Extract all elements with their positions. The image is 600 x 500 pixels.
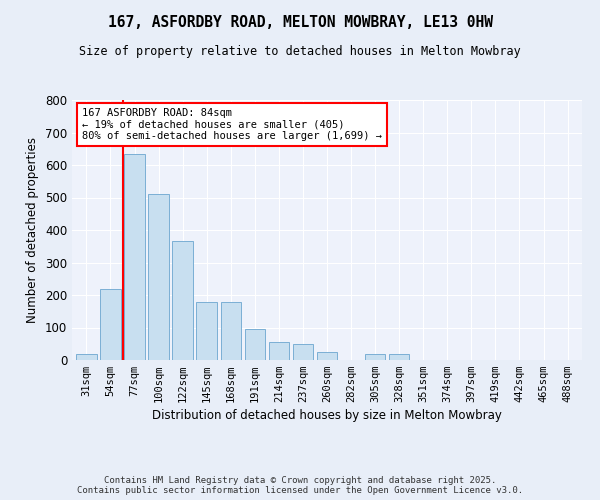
- Bar: [76, 354, 97, 360]
- Text: Size of property relative to detached houses in Melton Mowbray: Size of property relative to detached ho…: [79, 45, 521, 58]
- Text: Contains HM Land Registry data © Crown copyright and database right 2025.
Contai: Contains HM Land Registry data © Crown c…: [77, 476, 523, 495]
- Bar: [172, 242, 193, 360]
- Text: 167, ASFORDBY ROAD, MELTON MOWBRAY, LE13 0HW: 167, ASFORDBY ROAD, MELTON MOWBRAY, LE13…: [107, 15, 493, 30]
- Bar: [124, 154, 145, 360]
- X-axis label: Distribution of detached houses by size in Melton Mowbray: Distribution of detached houses by size …: [152, 410, 502, 422]
- Bar: [221, 302, 241, 360]
- Bar: [317, 352, 337, 360]
- Bar: [196, 302, 217, 360]
- Bar: [100, 288, 121, 360]
- Bar: [293, 344, 313, 360]
- Bar: [148, 194, 169, 360]
- Text: 167 ASFORDBY ROAD: 84sqm
← 19% of detached houses are smaller (405)
80% of semi-: 167 ASFORDBY ROAD: 84sqm ← 19% of detach…: [82, 108, 382, 141]
- Bar: [269, 342, 289, 360]
- Bar: [245, 329, 265, 360]
- Bar: [389, 354, 409, 360]
- Bar: [365, 354, 385, 360]
- Y-axis label: Number of detached properties: Number of detached properties: [26, 137, 40, 323]
